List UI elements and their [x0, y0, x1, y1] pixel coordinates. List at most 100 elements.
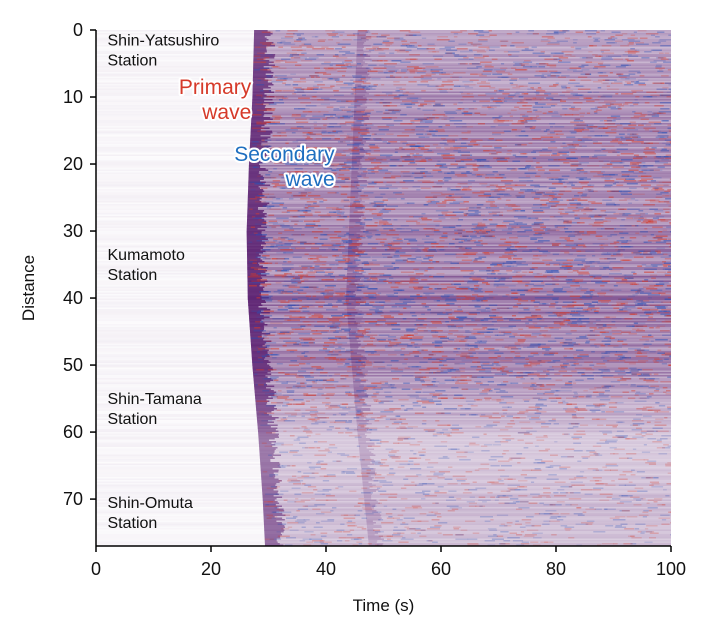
trace-noise-segment: [96, 57, 254, 59]
trace-wiggle: [330, 354, 342, 356]
trace-wiggle: [634, 352, 647, 354]
trace-wiggle: [573, 259, 586, 261]
trace-noise-segment: [96, 106, 252, 108]
trace-wiggle: [275, 79, 287, 81]
trace-secondary-arrival: [355, 67, 369, 69]
trace-wiggle: [538, 240, 550, 242]
trace-wiggle: [537, 169, 545, 171]
trace-coda-segment: [249, 154, 671, 156]
trace-wiggle: [327, 286, 335, 288]
trace-wiggle: [561, 87, 567, 89]
trace-wiggle: [622, 259, 632, 261]
trace-wiggle: [256, 252, 267, 254]
trace-wiggle: [370, 147, 380, 149]
trace-coda-segment: [249, 160, 671, 162]
trace-wiggle: [481, 184, 494, 186]
trace-wiggle: [634, 325, 648, 327]
trace-noise-segment: [96, 188, 248, 190]
trace-wiggle: [637, 139, 644, 141]
trace-primary-arrival: [247, 267, 268, 269]
trace-wiggle: [496, 193, 503, 195]
trace-wiggle: [590, 208, 594, 210]
trace-wiggle: [646, 250, 658, 252]
trace-wiggle: [627, 43, 634, 45]
trace-wiggle: [589, 339, 596, 341]
trace-wiggle: [345, 226, 354, 228]
trace-wiggle: [630, 133, 639, 135]
trace-wiggle: [424, 204, 428, 206]
trace-wiggle: [345, 121, 355, 123]
trace-wiggle: [387, 37, 400, 39]
trace-wiggle: [634, 349, 644, 351]
trace-wiggle: [501, 346, 509, 348]
trace-wiggle: [454, 232, 462, 234]
trace-wiggle: [393, 289, 405, 291]
trace-wiggle: [290, 220, 303, 222]
trace-coda-segment: [248, 190, 671, 192]
trace-wiggle: [260, 237, 273, 239]
trace-noise-segment: [96, 215, 247, 217]
trace-wiggle: [357, 331, 369, 333]
trace-wiggle: [257, 145, 265, 147]
trace-primary-arrival: [247, 196, 260, 198]
trace-wiggle: [598, 214, 607, 216]
trace-secondary-arrival: [353, 130, 369, 132]
trace-wiggle: [579, 57, 588, 59]
trace-wiggle: [377, 48, 382, 50]
trace-wiggle: [609, 72, 613, 74]
trace-wiggle: [567, 207, 579, 209]
trace-wiggle: [542, 228, 551, 230]
trace-coda-segment: [249, 324, 671, 326]
trace-wiggle: [328, 67, 337, 69]
trace-wiggle: [526, 180, 534, 182]
trace-wiggle: [372, 60, 383, 62]
trace-wiggle: [334, 94, 344, 96]
trace-wiggle: [601, 82, 609, 84]
trace-wiggle: [381, 117, 391, 119]
trace-wiggle: [639, 213, 646, 215]
trace-wiggle: [593, 222, 604, 224]
trace-wiggle: [312, 178, 322, 180]
trace-wiggle: [621, 279, 628, 281]
trace-wiggle: [358, 235, 366, 237]
trace-wiggle: [610, 255, 615, 257]
trace-wiggle: [386, 156, 391, 158]
trace-wiggle: [582, 309, 589, 311]
trace-wiggle: [277, 162, 285, 164]
trace-wiggle: [416, 153, 420, 155]
trace-wiggle: [486, 231, 491, 233]
trace-primary-arrival: [254, 34, 271, 36]
trace-wiggle: [619, 225, 632, 227]
trace-wiggle: [476, 300, 483, 302]
trace-wiggle: [425, 255, 434, 257]
trace-wiggle: [494, 145, 507, 147]
trace-wiggle: [610, 129, 617, 131]
trace-noise-segment: [96, 297, 248, 299]
trace-wiggle: [332, 244, 341, 246]
trace-wiggle: [304, 355, 308, 357]
trace-wiggle: [313, 121, 317, 123]
trace-wiggle: [489, 49, 495, 51]
trace-wiggle: [274, 76, 278, 78]
trace-secondary-arrival: [356, 49, 364, 51]
trace-wiggle: [460, 355, 470, 357]
trace-wiggle: [283, 78, 293, 80]
trace-wiggle: [400, 348, 406, 350]
trace-wiggle: [573, 42, 577, 44]
trace-wiggle: [334, 336, 347, 338]
trace-wiggle: [478, 256, 487, 258]
trace-wiggle: [530, 315, 538, 317]
trace-wiggle: [463, 57, 469, 59]
trace-noise-segment: [96, 39, 254, 41]
trace-wiggle: [322, 127, 327, 129]
trace-wiggle: [604, 211, 616, 213]
trace-secondary-arrival: [356, 42, 365, 44]
trace-wiggle: [458, 102, 463, 104]
trace-noise-segment: [96, 219, 247, 221]
trace-primary-arrival: [253, 36, 265, 38]
trace-wiggle: [497, 157, 505, 159]
trace-wiggle: [627, 175, 638, 177]
trace-wiggle: [373, 94, 380, 96]
trace-wiggle: [511, 67, 517, 69]
trace-wiggle: [481, 243, 488, 245]
